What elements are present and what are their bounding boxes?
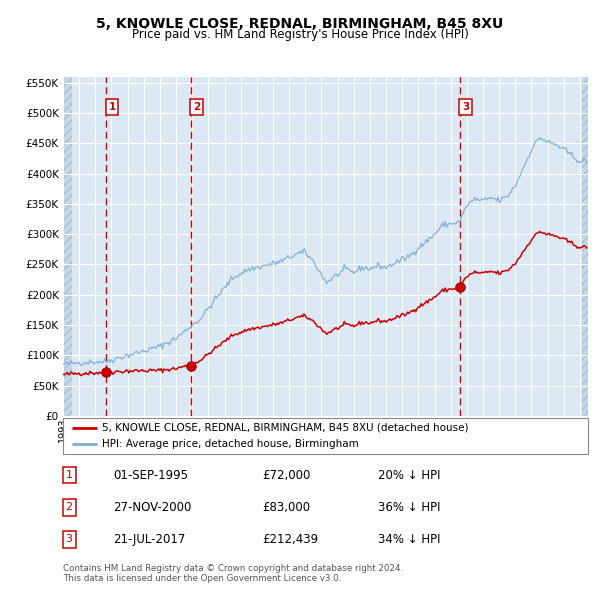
Text: 2: 2 bbox=[65, 503, 73, 512]
Bar bbox=[63, 77, 72, 416]
Text: 27-NOV-2000: 27-NOV-2000 bbox=[113, 501, 191, 514]
Text: 3: 3 bbox=[462, 102, 469, 112]
Text: 21-JUL-2017: 21-JUL-2017 bbox=[113, 533, 185, 546]
Text: 5, KNOWLE CLOSE, REDNAL, BIRMINGHAM, B45 8XU: 5, KNOWLE CLOSE, REDNAL, BIRMINGHAM, B45… bbox=[97, 17, 503, 31]
Text: 5, KNOWLE CLOSE, REDNAL, BIRMINGHAM, B45 8XU (detached house): 5, KNOWLE CLOSE, REDNAL, BIRMINGHAM, B45… bbox=[103, 422, 469, 432]
Text: 01-SEP-1995: 01-SEP-1995 bbox=[113, 469, 188, 482]
Text: £212,439: £212,439 bbox=[263, 533, 319, 546]
Text: Contains HM Land Registry data © Crown copyright and database right 2024.: Contains HM Land Registry data © Crown c… bbox=[63, 563, 403, 572]
Bar bbox=[581, 77, 598, 416]
Text: 36% ↓ HPI: 36% ↓ HPI bbox=[378, 501, 440, 514]
Text: 2: 2 bbox=[193, 102, 200, 112]
Text: 1: 1 bbox=[109, 102, 116, 112]
Text: HPI: Average price, detached house, Birmingham: HPI: Average price, detached house, Birm… bbox=[103, 440, 359, 450]
Text: £83,000: £83,000 bbox=[263, 501, 311, 514]
Text: 20% ↓ HPI: 20% ↓ HPI bbox=[378, 469, 440, 482]
Text: This data is licensed under the Open Government Licence v3.0.: This data is licensed under the Open Gov… bbox=[63, 573, 341, 582]
Text: 3: 3 bbox=[65, 535, 73, 545]
Text: £72,000: £72,000 bbox=[263, 469, 311, 482]
Text: Price paid vs. HM Land Registry's House Price Index (HPI): Price paid vs. HM Land Registry's House … bbox=[131, 28, 469, 41]
Text: 1: 1 bbox=[65, 470, 73, 480]
Text: 34% ↓ HPI: 34% ↓ HPI bbox=[378, 533, 440, 546]
FancyBboxPatch shape bbox=[63, 418, 588, 454]
